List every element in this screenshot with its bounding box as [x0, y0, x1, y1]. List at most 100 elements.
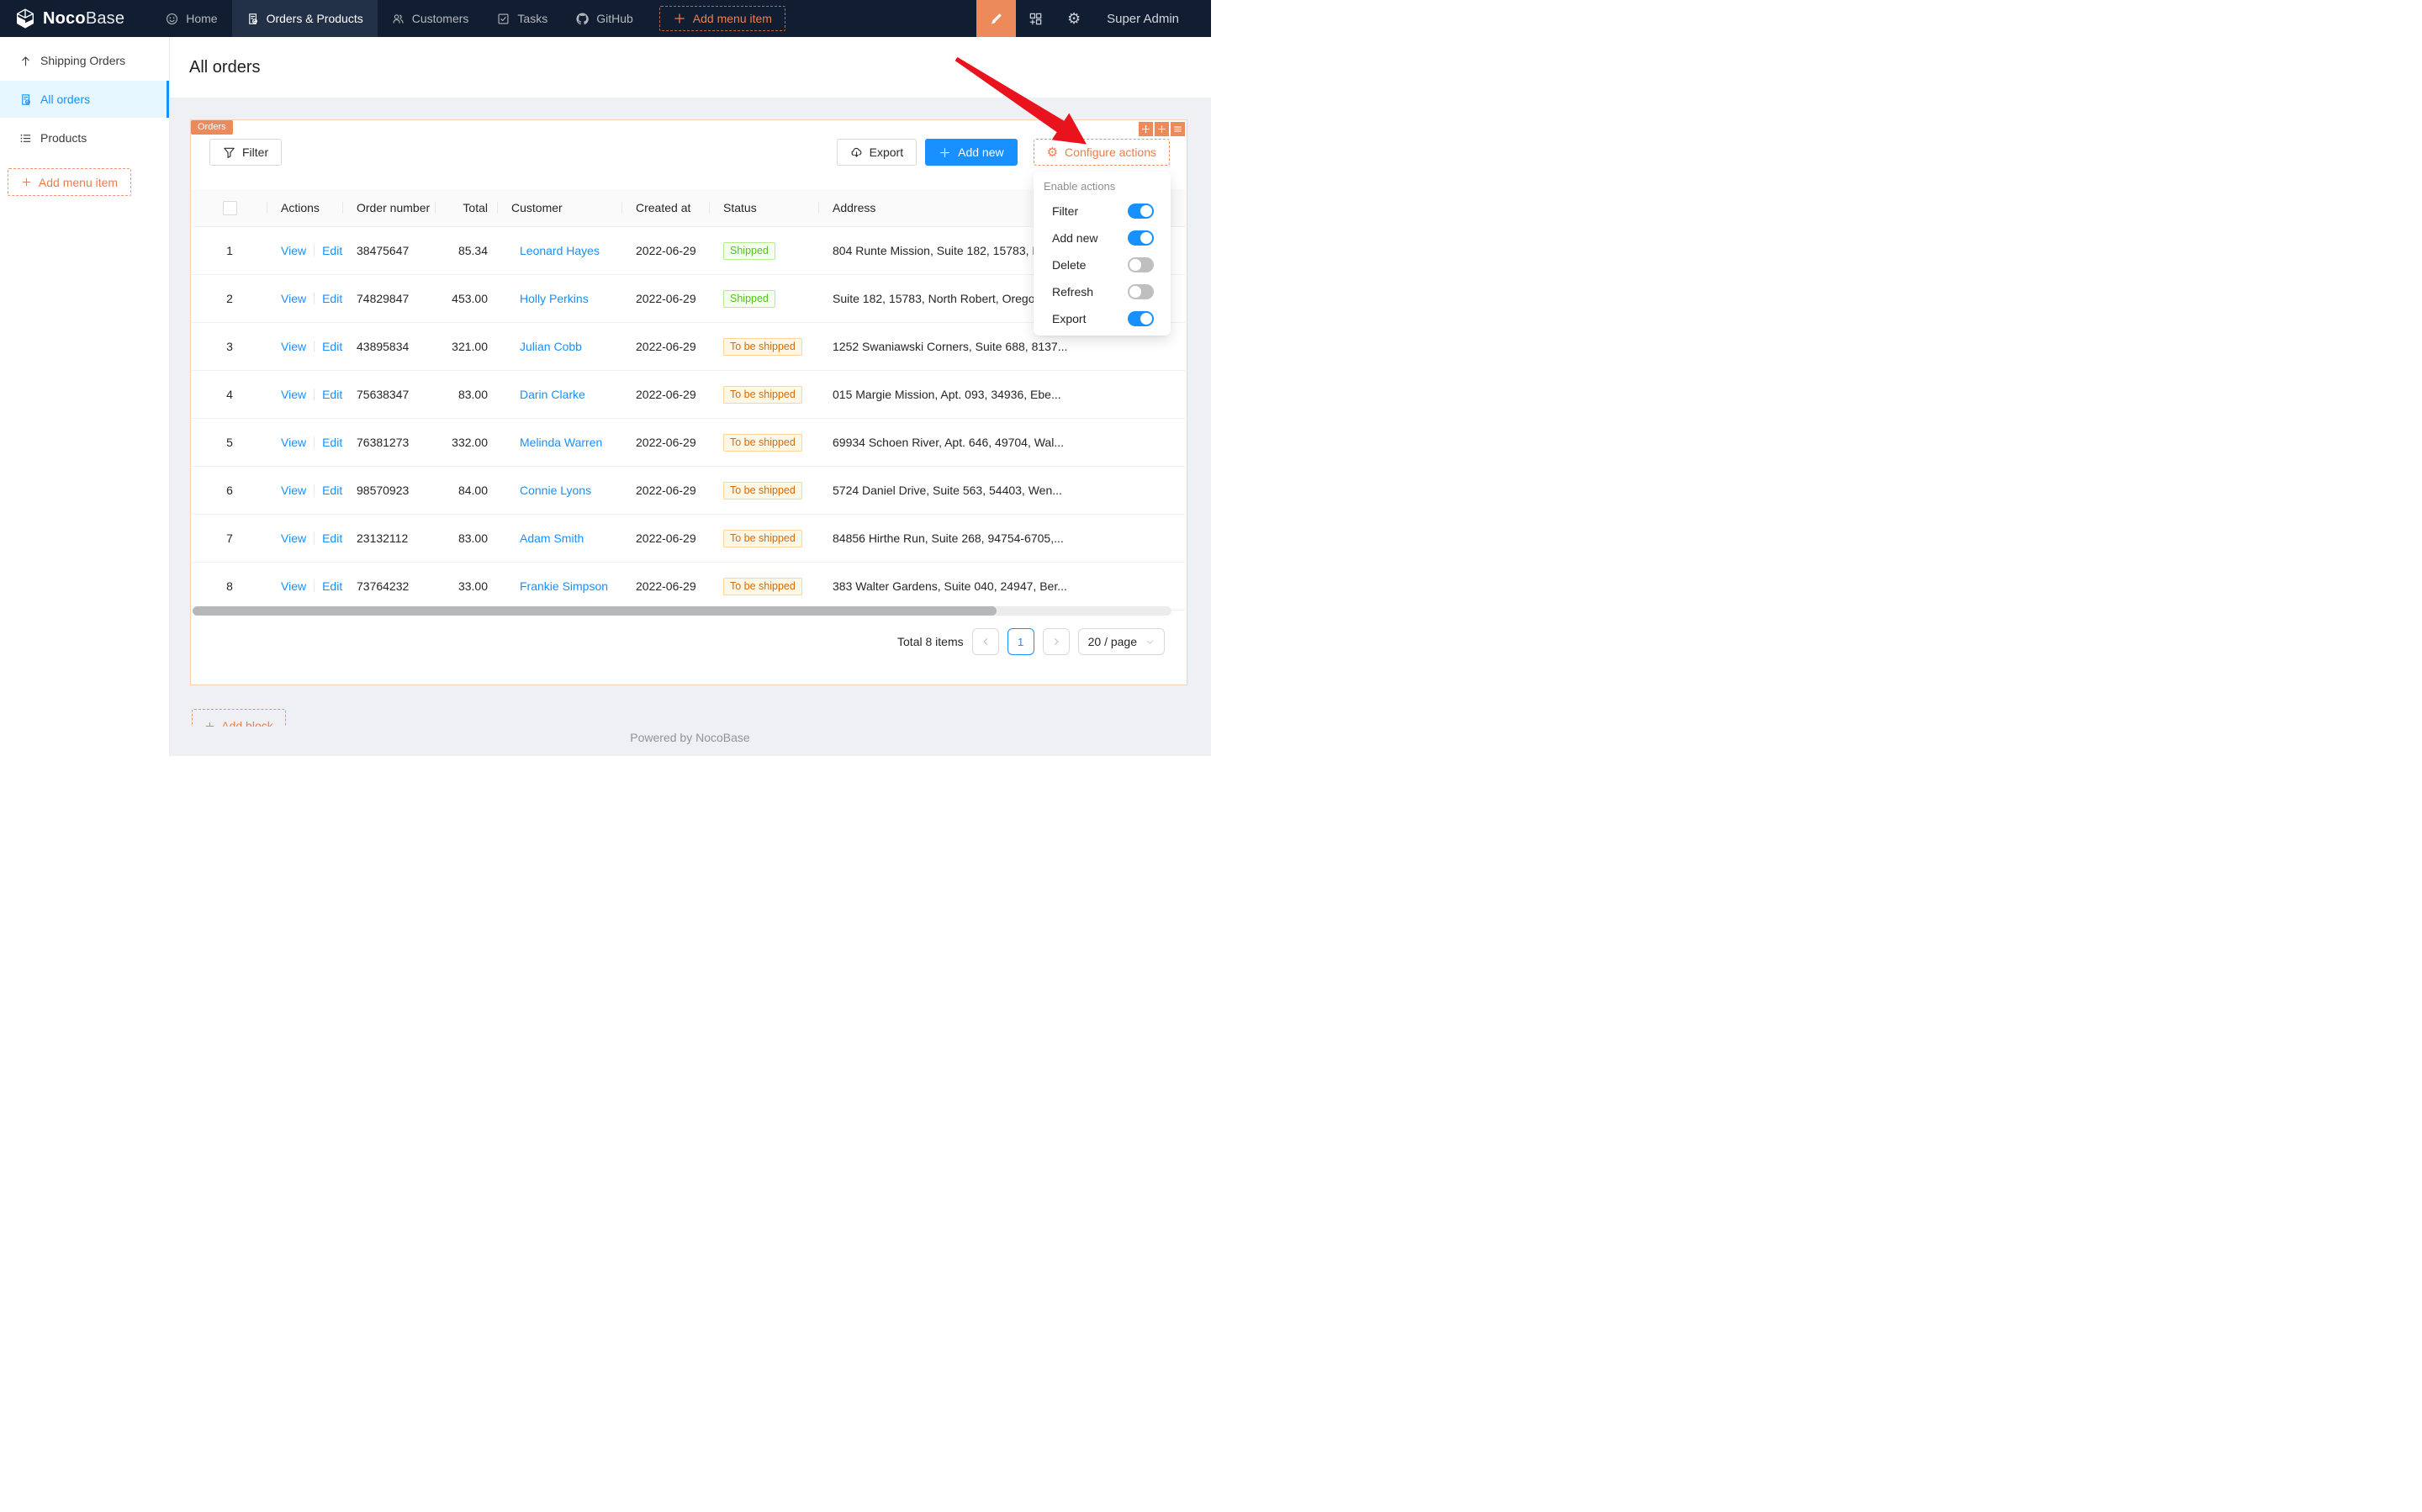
enable-action-item-refresh[interactable]: Refresh: [1034, 278, 1171, 305]
customer-link[interactable]: Frankie Simpson: [520, 579, 609, 593]
navbar-item-github[interactable]: GitHub: [562, 0, 648, 37]
powered-by-footer: Powered by NocoBase: [630, 731, 750, 744]
drag-icon: [1141, 124, 1150, 134]
view-link[interactable]: View: [281, 388, 307, 401]
customer-link[interactable]: Holly Perkins: [520, 292, 589, 305]
plugin-manager-icon: [1029, 12, 1043, 26]
filter-button[interactable]: Filter: [209, 139, 283, 166]
enable-action-item-delete[interactable]: Delete: [1034, 251, 1171, 278]
sidebar-item-label: Shipping Orders: [40, 54, 126, 67]
edit-link[interactable]: Edit: [322, 579, 343, 593]
horizontal-scrollbar-track: [193, 606, 1171, 616]
block-designer-toolbar: [1139, 122, 1185, 136]
divider: [314, 532, 315, 544]
column-header-address: Address: [833, 201, 876, 214]
customer-link[interactable]: Darin Clarke: [520, 388, 585, 401]
enable-action-item-filter[interactable]: Filter: [1034, 198, 1171, 225]
toggle-switch-export[interactable]: [1128, 311, 1154, 326]
block-menu-button[interactable]: [1171, 122, 1185, 136]
customer-link[interactable]: Connie Lyons: [520, 484, 592, 497]
export-button[interactable]: Export: [836, 139, 918, 166]
select-all-checkbox[interactable]: [222, 200, 237, 215]
page-size-select[interactable]: 20 / page: [1077, 628, 1165, 655]
horizontal-scrollbar-thumb[interactable]: [193, 606, 997, 616]
customer-link[interactable]: Leonard Hayes: [520, 244, 600, 257]
next-page-button[interactable]: [1042, 628, 1070, 655]
navbar-item-orders-products[interactable]: Orders & Products: [231, 0, 378, 37]
table-row: 7 View Edit 23132112 83.00 Adam Smith 2022-06-…: [192, 515, 1186, 563]
address-cell: 84856 Hirthe Run, Suite 268, 94754-6705,…: [833, 531, 1064, 545]
total-cell: 321.00: [452, 340, 488, 353]
sidebar-item-all-orders[interactable]: All orders: [0, 81, 169, 118]
customer-link[interactable]: Adam Smith: [520, 531, 584, 545]
page-number-button[interactable]: 1: [1007, 628, 1034, 655]
customer-link[interactable]: Melinda Warren: [520, 436, 603, 449]
address-cell: 383 Walter Gardens, Suite 040, 24947, Be…: [833, 579, 1067, 593]
sidebar-item-products[interactable]: Products: [0, 119, 169, 156]
navbar-item-label: Home: [186, 12, 218, 25]
created-at-cell: 2022-06-29: [636, 484, 696, 497]
enable-action-item-add-new[interactable]: Add new: [1034, 225, 1171, 251]
navbar-right: ⚙ Super Admin: [976, 0, 1211, 37]
add-block-button[interactable]: [1155, 122, 1169, 136]
toggle-label: Filter: [1052, 204, 1079, 218]
toggle-switch-refresh[interactable]: [1128, 284, 1154, 299]
view-link[interactable]: View: [281, 531, 307, 545]
menu-icon: [1173, 124, 1182, 134]
row-actions: View Edit: [267, 340, 343, 353]
edit-link[interactable]: Edit: [322, 292, 343, 305]
address-cell: 5724 Daniel Drive, Suite 563, 54403, Wen…: [833, 484, 1062, 497]
user-name[interactable]: Super Admin: [1107, 11, 1179, 26]
view-link[interactable]: View: [281, 340, 307, 353]
customer-link[interactable]: Julian Cobb: [520, 340, 582, 353]
add-new-button[interactable]: Add new: [925, 139, 1018, 166]
enable-action-item-export[interactable]: Export: [1034, 305, 1171, 332]
add-block-button-bottom[interactable]: Add block: [192, 709, 286, 727]
toggle-switch-filter[interactable]: [1128, 204, 1154, 219]
view-link[interactable]: View: [281, 244, 307, 257]
customer-cell: Darin Clarke: [498, 388, 622, 401]
page-header: All orders: [169, 37, 1211, 98]
edit-link[interactable]: Edit: [322, 436, 343, 449]
total-cell: 85.34: [457, 244, 488, 257]
edit-link[interactable]: Edit: [322, 531, 343, 545]
navbar-add-menu-item-button[interactable]: Add menu item: [658, 6, 785, 31]
column-header-created-at: Created at: [622, 189, 710, 226]
view-link[interactable]: View: [281, 579, 307, 593]
address-cell: 69934 Schoen River, Apt. 646, 49704, Wal…: [833, 436, 1064, 449]
plugin-manager-button[interactable]: [1016, 0, 1055, 37]
brand-name: NocoBase: [43, 8, 125, 28]
plus-icon: [204, 721, 215, 727]
ui-editor-button[interactable]: [976, 0, 1017, 37]
row-index: 7: [226, 531, 233, 545]
status-cell: Shipped: [710, 241, 819, 260]
edit-link[interactable]: Edit: [322, 484, 343, 497]
prev-page-button[interactable]: [971, 628, 999, 655]
status-cell: To be shipped: [710, 433, 819, 452]
view-link[interactable]: View: [281, 484, 307, 497]
toggle-switch-delete[interactable]: [1128, 257, 1154, 272]
view-link[interactable]: View: [281, 292, 307, 305]
ui-editor-pen-icon: [989, 11, 1004, 26]
orders-table: Actions Order number Total Customer Crea…: [192, 189, 1186, 611]
drag-handle-button[interactable]: [1139, 122, 1153, 136]
edit-link[interactable]: Edit: [322, 340, 343, 353]
navbar-item-tasks[interactable]: Tasks: [483, 0, 562, 37]
sidebar-item-shipping-orders[interactable]: Shipping Orders: [0, 42, 169, 79]
brand-logo[interactable]: NocoBase: [0, 0, 136, 37]
view-link[interactable]: View: [281, 436, 307, 449]
sidebar-item-label: All orders: [40, 93, 91, 106]
column-header-order-number: Order number: [343, 189, 436, 226]
edit-link[interactable]: Edit: [322, 244, 343, 257]
filter-funnel-icon: [223, 146, 235, 159]
configure-actions-button[interactable]: ⚙ Configure actions: [1033, 139, 1170, 166]
row-actions: View Edit: [267, 388, 343, 401]
sidebar-add-menu-item-button[interactable]: Add menu item: [8, 168, 131, 196]
row-index: 1: [226, 244, 233, 257]
edit-link[interactable]: Edit: [322, 388, 343, 401]
settings-button[interactable]: ⚙: [1055, 0, 1093, 37]
divider: [314, 293, 315, 304]
toggle-switch-add-new[interactable]: [1128, 230, 1154, 246]
navbar-item-customers[interactable]: Customers: [378, 0, 484, 37]
navbar-item-home[interactable]: Home: [151, 0, 231, 37]
